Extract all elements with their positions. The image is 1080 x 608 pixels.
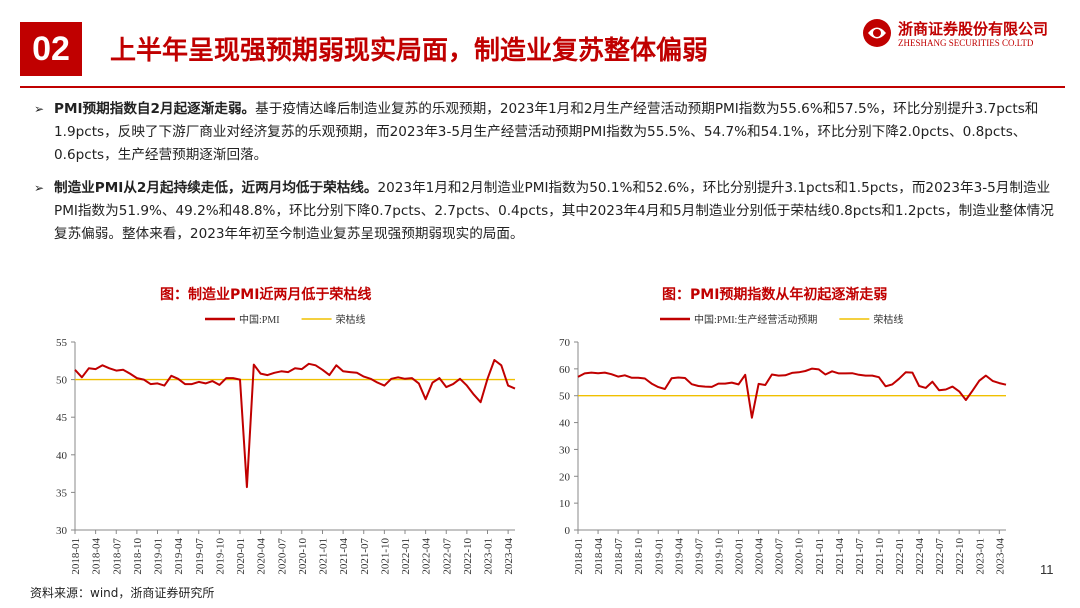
x-tick-label: 2020-01 — [734, 538, 746, 575]
y-tick-label: 0 — [565, 525, 571, 537]
x-tick-label: 2020-10 — [297, 538, 309, 575]
x-tick-label: 2021-07 — [854, 538, 866, 575]
x-tick-label: 2021-04 — [834, 538, 846, 575]
bullet-text: 基于疫情达峰后制造业复苏的乐观预期，2023年1月和2月生产经营活动预期PMI指… — [54, 101, 1039, 163]
logo-mark-icon — [863, 19, 891, 47]
x-tick-label: 2020-07 — [774, 538, 786, 575]
x-tick-label: 2018-04 — [593, 538, 605, 575]
bullet-list: ➢ PMI预期指数自2月起逐渐走弱。基于疫情达峰后制造业复苏的乐观预期，2023年… — [34, 98, 1054, 256]
x-tick-label: 2023-04 — [503, 538, 515, 575]
page-number: 11 — [1040, 562, 1054, 577]
x-tick-label: 2020-04 — [256, 538, 268, 575]
x-tick-label: 2021-10 — [379, 538, 391, 575]
legend-label-reference: 荣枯线 — [873, 313, 903, 326]
x-tick-label: 2018-01 — [573, 538, 585, 575]
bullet-heading: PMI预期指数自2月起逐渐走弱。 — [54, 101, 256, 117]
x-tick-label: 2022-01 — [400, 538, 412, 575]
x-tick-label: 2022-10 — [954, 538, 966, 575]
x-tick-label: 2019-07 — [194, 538, 206, 575]
x-tick-label: 2018-04 — [91, 538, 103, 575]
x-tick-label: 2022-04 — [914, 538, 926, 575]
x-tick-label: 2023-04 — [994, 538, 1006, 575]
series-line — [74, 359, 516, 489]
x-tick-label: 2019-04 — [673, 538, 685, 575]
x-tick-label: 2018-10 — [132, 538, 144, 575]
x-tick-label: 2018-07 — [613, 538, 625, 575]
y-tick-label: 40 — [56, 450, 68, 462]
x-tick-label: 2023-01 — [974, 538, 986, 575]
section-number: 02 — [32, 29, 70, 68]
y-tick-label: 20 — [559, 471, 571, 483]
bullet-text: 2023年1月和2月制造业PMI指数为50.1%和52.6%，环比分别提升3.1… — [54, 180, 1054, 242]
x-tick-label: 2019-01 — [153, 538, 165, 575]
pmi-expectation-line-chart: 0 10 20 30 40 50 60 70 2018-01 2018-04 2018-07 2018… — [559, 313, 1007, 575]
x-tick-label: 2021-04 — [338, 538, 350, 575]
data-source-note: 资料来源：wind，浙商证券研究所 — [30, 586, 215, 600]
y-tick-label: 30 — [559, 444, 571, 456]
x-tick-label: 2021-07 — [359, 538, 371, 575]
series-line — [577, 367, 1007, 419]
x-tick-label: 2021-10 — [874, 538, 886, 575]
bullet-arrow-icon: ➢ — [34, 181, 45, 195]
y-tick-label: 50 — [56, 375, 68, 387]
x-tick-label: 2022-07 — [441, 538, 453, 575]
x-tick-label: 2021-01 — [318, 538, 330, 575]
x-tick-label: 2022-10 — [462, 538, 474, 575]
y-tick-label: 40 — [559, 418, 571, 430]
logo-company-english: ZHESHANG SECURITIES CO.LTD — [898, 38, 1034, 48]
x-tick-label: 2018-07 — [111, 538, 123, 575]
y-tick-label: 45 — [56, 412, 68, 424]
x-tick-label: 2020-04 — [754, 538, 766, 575]
bullet-item: ➢ 制造业PMI从2月起持续走低，近两月均低于荣枯线。2023年1月和2月制造业P… — [34, 177, 1054, 246]
pmi-line-chart: 30 35 40 45 50 55 2018-01 2018-04 2018-07 2018-10… — [56, 313, 516, 575]
bullet-heading: 制造业PMI从2月起持续走低，近两月均低于荣枯线。 — [54, 180, 378, 196]
x-tick-label: 2020-07 — [276, 538, 288, 575]
company-logo: 浙商证券股份有限公司 ZHESHANG SECURITIES CO.LTD — [862, 16, 1062, 52]
y-tick-label: 60 — [559, 364, 571, 376]
x-tick-label: 2018-10 — [633, 538, 645, 575]
chart-title-pmi-expectation: 图：PMI预期指数从年初起逐渐走弱 — [662, 287, 888, 303]
x-tick-label: 2020-01 — [235, 538, 247, 575]
bullet-item: ➢ PMI预期指数自2月起逐渐走弱。基于疫情达峰后制造业复苏的乐观预期，2023年… — [34, 98, 1054, 167]
y-tick-label: 50 — [559, 391, 571, 403]
legend-label-series: 中国:PMI — [239, 313, 280, 326]
x-tick-label: 2021-01 — [814, 538, 826, 575]
y-tick-label: 55 — [56, 337, 68, 349]
bullet-arrow-icon: ➢ — [34, 102, 45, 116]
x-tick-label: 2019-10 — [713, 538, 725, 575]
x-tick-label: 2019-10 — [214, 538, 226, 575]
y-tick-label: 30 — [56, 525, 68, 537]
x-tick-label: 2020-10 — [794, 538, 806, 575]
x-tick-label: 2019-07 — [693, 538, 705, 575]
x-tick-label: 2022-07 — [934, 538, 946, 575]
page-title: 上半年呈现强预期弱现实局面，制造业复苏整体偏弱 — [110, 36, 709, 66]
chart-title-pmi: 图：制造业PMI近两月低于荣枯线 — [160, 287, 372, 303]
x-tick-label: 2019-01 — [653, 538, 665, 575]
logo-company-name: 浙商证券股份有限公司 — [898, 20, 1049, 38]
y-tick-label: 70 — [559, 337, 571, 349]
section-number-badge: 02 — [20, 22, 82, 76]
legend-label-series: 中国:PMI:生产经营活动预期 — [694, 313, 817, 326]
y-tick-label: 35 — [56, 487, 68, 499]
x-tick-label: 2023-01 — [483, 538, 495, 575]
title-divider — [20, 86, 1065, 88]
x-tick-label: 2019-04 — [173, 538, 185, 575]
x-tick-label: 2022-01 — [894, 538, 906, 575]
x-tick-label: 2018-01 — [70, 538, 82, 575]
x-tick-label: 2022-04 — [421, 538, 433, 575]
y-tick-label: 10 — [559, 498, 571, 510]
legend-label-reference: 荣枯线 — [336, 313, 366, 326]
